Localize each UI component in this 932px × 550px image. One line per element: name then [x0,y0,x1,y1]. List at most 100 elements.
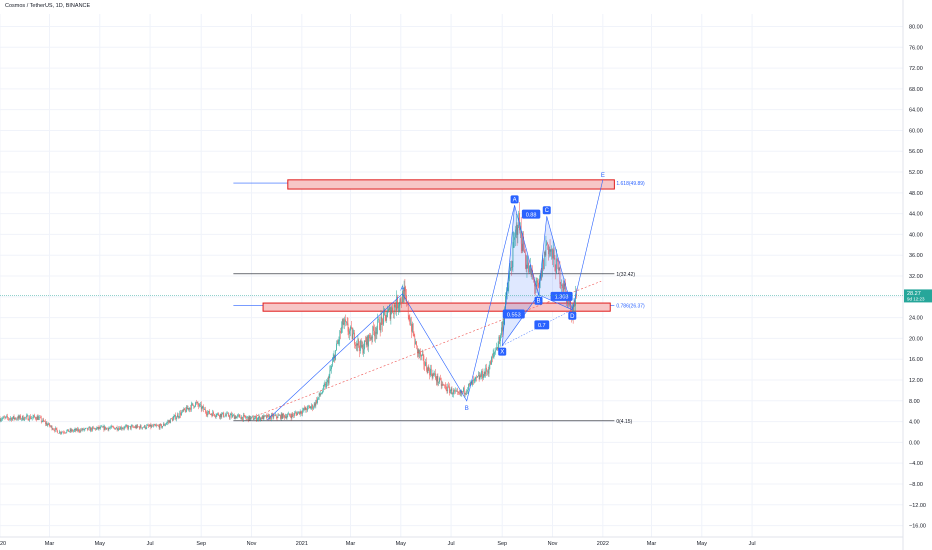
candle-body [162,423,164,426]
candle-body [224,416,225,418]
candle-body [563,283,565,291]
candle-body [492,357,493,358]
candle-body [337,340,339,344]
candle-body [214,414,215,416]
candle-body [471,381,472,385]
candle-body [473,380,474,381]
candle-body [109,427,110,429]
candle-body [14,417,16,419]
candle-body [21,415,23,419]
candle-body [554,258,556,271]
candle-body [501,327,503,332]
candle-body [253,419,255,420]
candle-body [533,276,534,280]
candle-body [179,412,181,417]
candle-body [457,391,458,392]
candle-body [128,426,129,429]
candle-body [448,385,449,387]
candle-body [124,426,125,429]
candle-body [138,426,139,428]
candle-body [256,416,257,421]
candle-body [389,307,391,319]
candle-body [158,425,159,427]
candle-body [449,386,450,393]
candle-body [52,429,54,430]
bcd-triangle [538,216,573,311]
candle-body [358,339,360,346]
candle-body [134,426,136,428]
candle-body [393,312,394,314]
candle-body [402,291,403,303]
candle-body [387,311,388,318]
candle-body [299,411,300,415]
candle-body [96,428,97,430]
candle-body [488,368,490,374]
candle-body [379,329,381,331]
candle-body [423,355,425,365]
candle-body [31,417,33,419]
candle-body [406,295,407,303]
candle-body [556,258,557,274]
y-tick-label: 52.00 [909,170,923,176]
candle-body [481,371,482,377]
candle-body [235,416,237,419]
candle-body [61,431,63,433]
candle-body [186,406,188,410]
candle-body [93,427,95,429]
candle-body [558,261,559,271]
candle-body [151,425,153,428]
ratio-badge [534,320,550,330]
candle-body [327,380,329,384]
candle-body [17,416,19,420]
candle-body [473,379,475,381]
candle-body [552,249,553,259]
candle-body [21,418,22,420]
candle-body [57,430,59,434]
candle-body [83,428,84,431]
candle-body [217,413,218,414]
candle-body [186,406,187,412]
candle-body [83,429,85,431]
ratio-label: 1.303 [555,295,569,301]
candle-body [499,337,501,341]
candle-body [562,288,564,291]
abcd-point-label: B [465,406,469,412]
candle-body [277,415,279,418]
candle-body [203,406,204,410]
candle-body [261,415,263,420]
candle-body [302,410,303,414]
candle-body [336,343,338,345]
y-tick-label: 40.00 [909,232,923,238]
x-tick-label: Nov [247,541,257,547]
harmonic-point-badge [568,311,577,320]
candle-body [33,415,35,417]
x-tick-label: May [95,541,106,547]
candle-body [257,419,258,421]
harmonic-point-label: C [545,208,550,214]
candle-body [125,426,126,427]
candle-body [145,428,147,429]
candle-body [548,249,550,255]
candle-body [116,427,118,430]
candle-body [538,282,539,288]
candle-body [529,265,530,273]
candle-body [139,425,141,429]
candle-body [484,372,486,375]
harmonic-point-label: X [500,350,504,356]
candle-body [505,296,506,308]
candle-body [409,319,411,325]
candle-body [263,415,265,420]
candle-body [136,425,138,429]
candle-body [59,431,61,434]
candle-body [303,408,304,411]
candle-body [16,418,17,420]
candle-body [326,381,327,388]
candle-body [382,318,383,325]
candle-body [510,267,512,269]
candle-body [146,425,148,429]
candle-body [503,318,505,321]
candle-body [114,427,115,430]
fib-level-label: 0(4.15) [616,419,632,425]
candle-body [289,415,291,417]
